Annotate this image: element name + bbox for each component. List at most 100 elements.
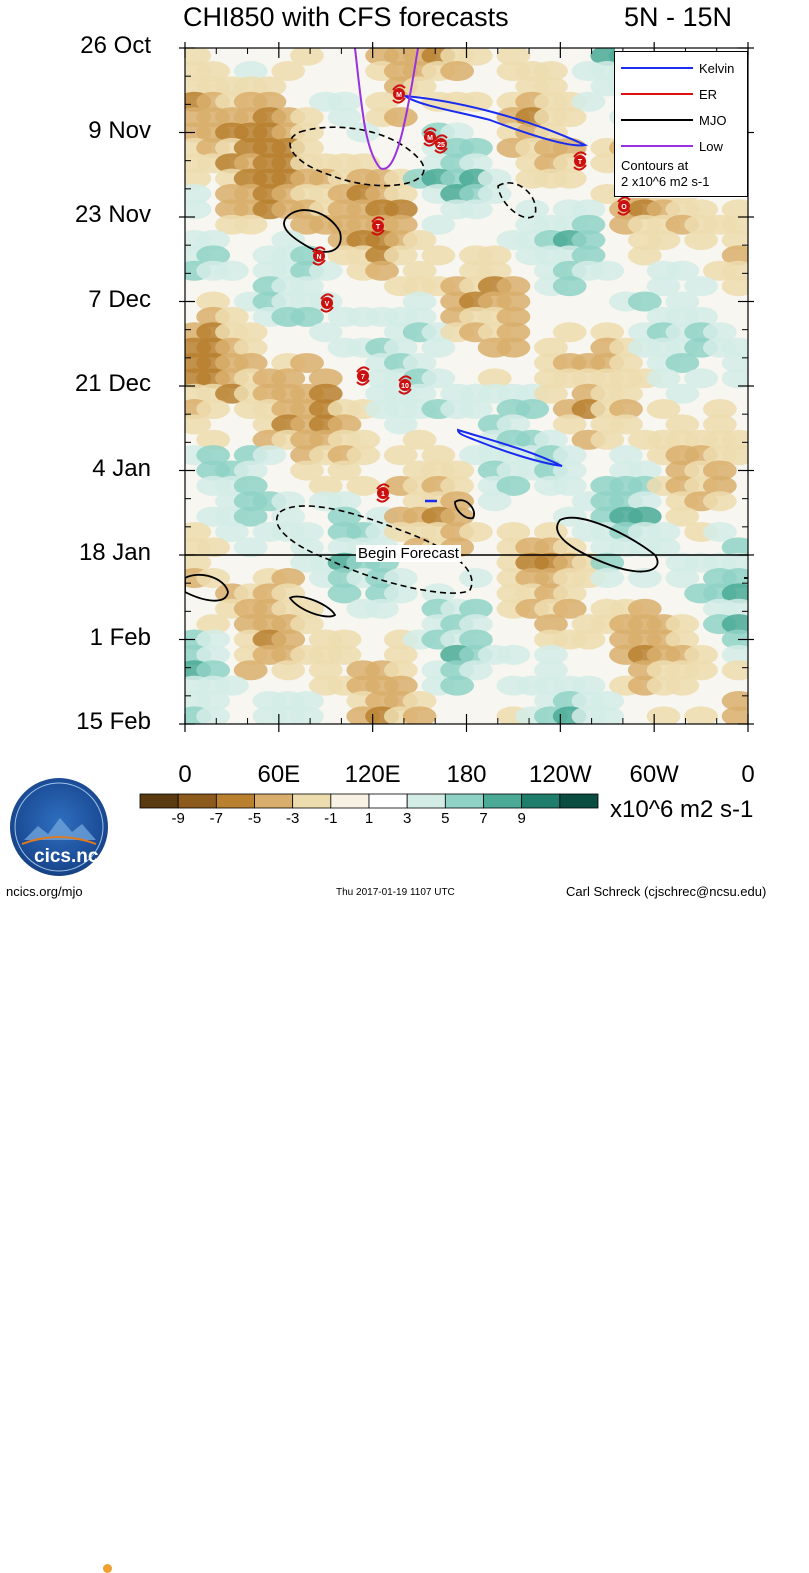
field-cell <box>590 429 625 450</box>
field-cell <box>665 629 700 650</box>
legend-label: Kelvin <box>699 60 735 76</box>
field-cell <box>702 322 737 343</box>
field-cell <box>440 460 475 481</box>
mjo-contour-pos <box>556 516 659 573</box>
mjo-contour-pos <box>288 595 337 618</box>
legend-item-er: ER <box>621 86 717 102</box>
footer-url[interactable]: ncics.org/mjo <box>6 884 83 899</box>
field-cell <box>440 675 475 696</box>
legend-item-low: Low <box>621 138 723 154</box>
field-cell <box>534 429 568 450</box>
field-cell <box>215 675 249 696</box>
begin-forecast-label: Begin Forecast <box>356 545 461 562</box>
field-cell <box>185 521 212 542</box>
field-cell <box>646 230 681 251</box>
field-cell <box>515 399 550 420</box>
field-cell <box>327 629 362 650</box>
field-cell <box>290 137 324 158</box>
field-cell <box>215 521 249 542</box>
field-cell <box>721 660 748 681</box>
field-cell <box>308 475 343 496</box>
field-cell <box>271 583 306 604</box>
x-tick-label: 120W <box>528 761 592 788</box>
field-cell <box>383 199 418 220</box>
colorbar-label: -3 <box>285 810 300 827</box>
field-cell <box>721 199 748 220</box>
legend-line <box>621 93 693 95</box>
storm-marker-dot <box>313 250 325 262</box>
field-cell <box>552 322 587 343</box>
field-cell <box>421 245 456 266</box>
field-cell <box>552 168 587 189</box>
field-cell <box>571 245 606 266</box>
field-cell <box>646 399 681 420</box>
field-cell <box>609 414 643 435</box>
field-cell <box>684 368 718 389</box>
field-cell <box>233 475 268 496</box>
field-cell <box>627 491 662 512</box>
field-cell <box>477 183 512 204</box>
field-cell <box>196 230 231 251</box>
storm-marker-label: 7 <box>361 374 365 381</box>
field-cell <box>702 521 737 542</box>
field-cell <box>233 352 268 373</box>
field-cell <box>496 644 531 665</box>
field-cell <box>552 445 587 466</box>
field-cell <box>571 91 606 112</box>
field-cell <box>271 491 306 512</box>
field-cell <box>383 214 418 235</box>
field-cell <box>496 414 531 435</box>
field-cell <box>290 614 324 635</box>
x-tick-label: 0 <box>741 761 755 788</box>
field-cell <box>496 521 531 542</box>
field-cell <box>702 491 737 512</box>
field-cell <box>196 706 231 724</box>
field-cell <box>196 429 231 450</box>
field-cell <box>185 552 212 573</box>
storm-marker-label: 1 <box>381 491 385 498</box>
field-cell <box>609 445 643 466</box>
field-cell <box>721 368 748 389</box>
field-cell <box>458 568 493 589</box>
chart-title: CHI850 with CFS forecasts <box>183 2 509 32</box>
field-cell <box>627 598 662 619</box>
field-cell <box>185 168 212 189</box>
field-cell <box>534 383 568 404</box>
storm-marker-label: T <box>376 224 381 231</box>
legend-line <box>621 145 693 147</box>
field-cell <box>665 383 700 404</box>
field-cell <box>496 337 531 358</box>
field-cell <box>196 614 231 635</box>
field-cell <box>590 690 625 711</box>
storm-marker-dot <box>618 200 630 212</box>
field-cell <box>185 414 212 435</box>
storm-marker-dot <box>321 297 333 309</box>
field-cell <box>196 644 231 665</box>
storm-marker-label: M <box>427 135 433 142</box>
field-cell <box>233 660 268 681</box>
field-cell <box>721 552 748 573</box>
mjo-contour-pos <box>185 573 229 602</box>
field-cell <box>684 230 718 251</box>
field-cell <box>215 260 249 281</box>
field-cell <box>365 91 399 112</box>
field-cell <box>402 260 437 281</box>
field-cell <box>458 521 493 542</box>
field-cell <box>383 660 418 681</box>
colorbar-label: -1 <box>324 810 338 827</box>
footer-author: Carl Schreck (cjschrec@ncsu.edu) <box>566 884 767 899</box>
field-cell <box>290 107 324 128</box>
field-cell <box>196 629 231 650</box>
field-cell <box>402 230 437 251</box>
storm-marker-label: O <box>621 204 627 211</box>
legend-item-kelvin: Kelvin <box>621 60 734 76</box>
y-tick-label: 15 Feb <box>76 708 151 735</box>
field-cell <box>290 48 324 66</box>
field-cell <box>646 706 681 724</box>
field-cell <box>252 76 287 97</box>
field-cell <box>290 537 324 558</box>
field-cell <box>458 598 493 619</box>
field-cell <box>308 383 343 404</box>
field-cell <box>308 368 343 389</box>
field-cell <box>308 260 343 281</box>
